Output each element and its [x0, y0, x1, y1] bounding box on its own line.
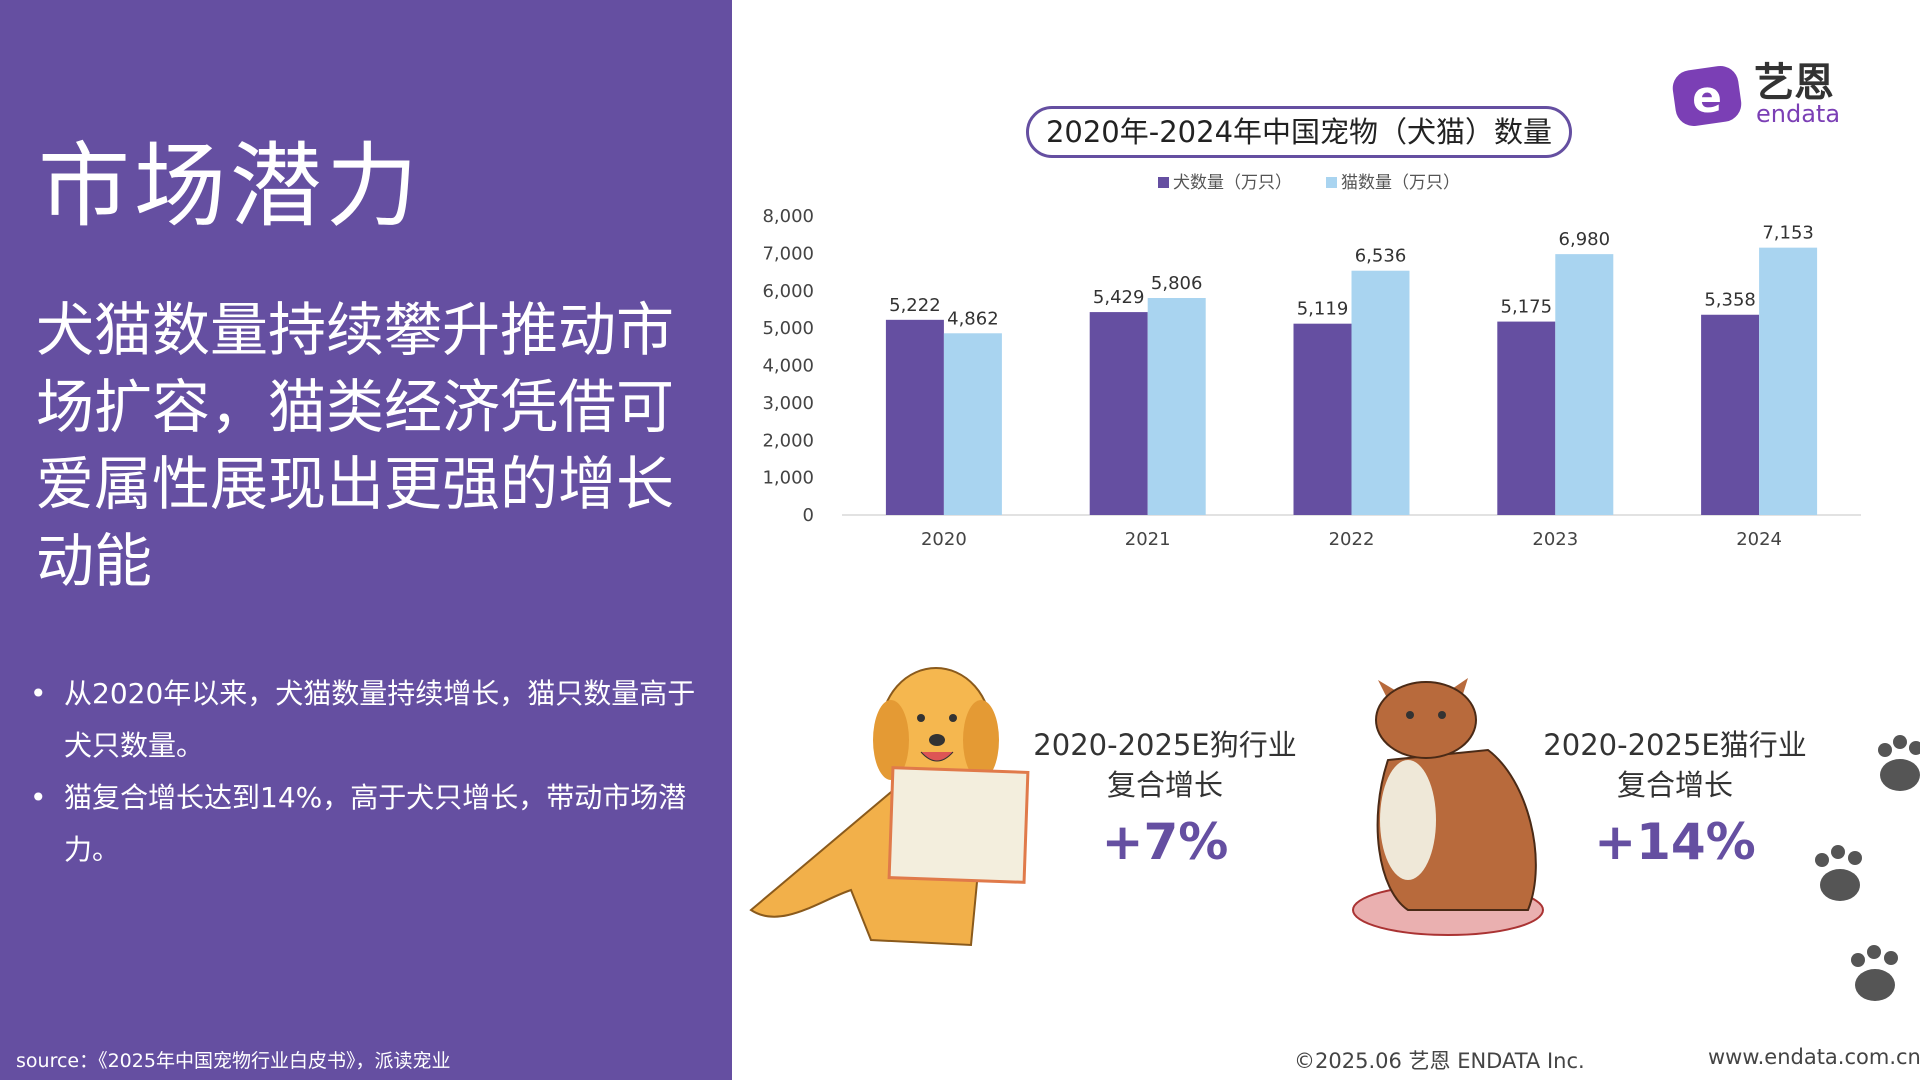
chart-legend: 犬数量（万只） 猫数量（万只）	[1158, 168, 1460, 193]
bar-dog	[1293, 323, 1352, 515]
cat-growth-stat: 2020-2025E猫行业 复合增长 +14%	[1540, 725, 1810, 871]
svg-text:e: e	[1692, 72, 1722, 123]
cat-illustration	[1338, 660, 1553, 964]
footer-url[interactable]: www.endata.com.cn	[1708, 1045, 1920, 1069]
cat-growth-value: +14%	[1594, 813, 1756, 871]
data-label: 5,222	[889, 295, 941, 316]
x-tick-label: 2020	[921, 529, 967, 550]
y-tick-label: 5,000	[762, 318, 814, 339]
endata-logo: e 艺恩 endata	[1672, 60, 1862, 130]
y-tick-label: 2,000	[762, 430, 814, 451]
page-title: 市场潜力	[38, 133, 423, 240]
dog-growth-value: +7%	[1101, 813, 1229, 871]
y-tick-label: 1,000	[762, 468, 814, 489]
data-label: 5,119	[1297, 299, 1349, 320]
bar-chart: 0 1,000 2,000 3,000 4,000 5,000 6,000 7,000 8,00…	[762, 206, 1861, 550]
dog-illustration	[741, 660, 1031, 959]
bar-cat	[1351, 270, 1410, 515]
data-label: 5,806	[1151, 273, 1203, 294]
source-note: source：《2025年中国宠物行业白皮书》，派读宠业	[16, 1050, 451, 1072]
y-tick-label: 8,000	[762, 206, 814, 227]
svg-text:endata: endata	[1756, 100, 1840, 128]
y-tick-label: 7,000	[762, 243, 814, 264]
footer-copyright: ©2025.06 艺恩 ENDATA Inc.	[1294, 1049, 1585, 1073]
bar-cat	[1555, 254, 1614, 515]
data-label: 5,358	[1704, 290, 1756, 311]
data-label: 6,980	[1559, 229, 1611, 250]
bullet-item: 从2020年以来，犬猫数量持续增长，猫只数量高于犬只数量。	[30, 668, 700, 772]
bar-dog	[1701, 314, 1760, 515]
y-tick-label: 6,000	[762, 281, 814, 302]
svg-text:艺恩: 艺恩	[1754, 60, 1834, 106]
y-tick-label: 0	[803, 505, 814, 526]
legend-item-dog: 犬数量（万只）	[1158, 168, 1292, 193]
x-tick-label: 2023	[1532, 529, 1578, 550]
bullet-list: 从2020年以来，犬猫数量持续增长，猫只数量高于犬只数量。 猫复合增长达到14%…	[30, 668, 700, 876]
y-tick-label: 3,000	[762, 393, 814, 414]
y-tick-label: 4,000	[762, 356, 814, 377]
bar-cat	[1759, 247, 1818, 516]
bar-dog	[885, 319, 944, 515]
bar-dog	[1089, 312, 1148, 515]
legend-item-cat: 猫数量（万只）	[1326, 168, 1460, 193]
dog-growth-stat: 2020-2025E狗行业 复合增长 +7%	[1030, 725, 1300, 871]
data-label: 7,153	[1762, 223, 1814, 244]
data-label: 5,175	[1501, 297, 1553, 318]
paw-prints-decoration	[1800, 720, 1920, 1024]
x-tick-label: 2024	[1736, 529, 1782, 550]
subtitle: 犬猫数量持续攀升推动市场扩容，猫类经济凭借可爱属性展现出更强的增长动能	[36, 296, 675, 595]
data-label: 6,536	[1355, 246, 1407, 267]
bar-cat	[943, 333, 1002, 515]
bullet-item: 猫复合增长达到14%，高于犬只增长，带动市场潜力。	[30, 772, 700, 876]
data-label: 4,862	[947, 308, 999, 329]
data-label: 5,429	[1093, 287, 1145, 308]
x-tick-label: 2021	[1125, 529, 1171, 550]
bar-cat	[1147, 298, 1206, 515]
chart-title: 2020年-2024年中国宠物（犬猫）数量	[1026, 106, 1572, 158]
x-tick-label: 2022	[1329, 529, 1375, 550]
bar-dog	[1497, 321, 1556, 515]
left-panel: 市场潜力 犬猫数量持续攀升推动市场扩容，猫类经济凭借可爱属性展现出更强的增长动能…	[0, 0, 732, 1080]
